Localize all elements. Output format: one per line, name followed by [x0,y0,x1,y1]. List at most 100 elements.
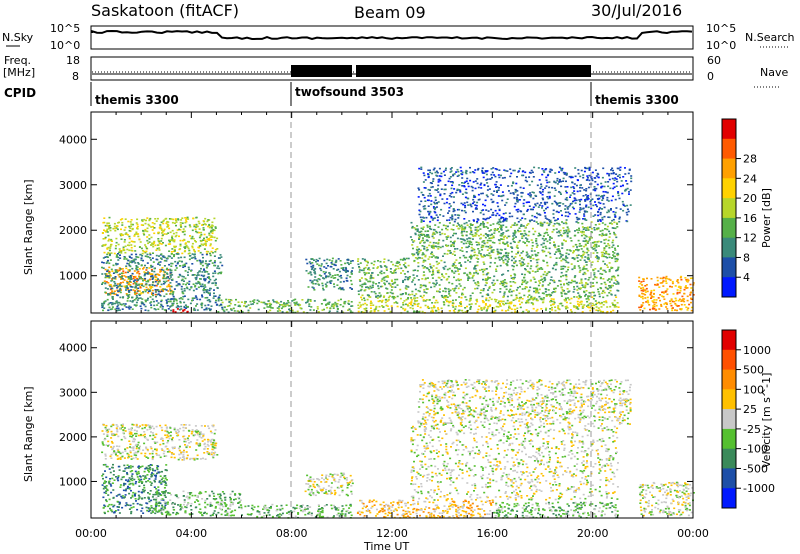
pwr-cell [360,311,363,313]
pwr-cell [156,273,159,275]
pwr-cell [423,233,425,236]
pwr-cell [602,167,605,170]
nsky-trace [91,29,693,41]
pwr-cell [543,212,546,214]
pwr-cell [469,229,472,231]
pwr-cell [519,306,522,309]
pwr-cell [456,214,459,216]
pwr-cell [617,253,620,256]
pwr-cell [475,257,478,259]
pwr-cell [432,237,435,239]
pwr-cell [489,277,492,279]
pwr-cell [469,204,472,206]
pwr-cell [123,241,126,243]
pwr-cell [577,287,580,290]
pwr-cell [432,241,435,244]
pwr-cell [611,195,614,198]
pwr-cell [325,285,328,287]
pwr-cell [399,258,402,261]
pwr-cell [565,307,568,310]
pwr-cell [195,241,197,243]
pwr-cell [580,303,583,305]
pwr-cell [451,181,454,183]
pwr-cell [512,281,515,283]
pwr-cell [422,220,425,222]
freq-tick-top: 18 [66,54,80,67]
pwr-cell [423,248,426,250]
pwr-cell [534,271,537,273]
pwr-cell [463,239,466,242]
freq-label: Freq. [4,54,31,67]
pwr-cell [496,229,499,231]
pwr-cell [483,268,486,271]
pwr-cell [415,293,418,295]
pwr-cell [410,221,413,224]
pwr-cell [206,289,209,291]
pwr-cell [490,168,493,170]
pwr-cell [556,183,559,185]
pwr-cell [568,230,571,233]
pwr-cell [485,273,488,276]
pwr-cell [337,299,340,302]
pwr-cell [433,167,436,170]
pwr-cell [350,283,353,286]
pwr-cell [418,290,421,293]
pwr-cell [330,276,333,279]
pwr-cell [580,248,583,250]
pwr-cell [393,270,396,272]
pwr-cell [125,276,127,278]
pwr-cell [183,306,186,309]
pwr-cell [128,293,131,296]
pwr-cell [514,256,517,258]
pwr-cell [686,309,689,311]
pwr-cell [141,284,143,287]
pwr-cell [289,310,292,312]
pwr-cell [360,304,363,306]
pwr-cell [605,301,608,304]
pwr-cell [595,249,597,252]
pwr-cell [493,229,496,232]
pwr-cell [611,275,614,278]
pwr-cell [449,176,452,178]
pwr-cell [484,279,487,281]
pwr-cell [433,208,436,210]
pwr-cell [120,234,123,236]
pwr-cell [500,232,503,235]
pwr-cell [118,273,121,275]
pwr-cell [521,174,524,177]
pwr-cell [106,228,109,231]
pwr-cell [413,294,416,297]
pwr-cell [147,256,150,258]
pwr-cell [334,264,337,267]
pwr-cell [108,306,111,309]
pwr-cell [469,308,472,310]
pwr-cell [286,311,289,313]
pwr-cell [578,282,581,284]
pwr-cell [592,269,595,272]
pwr-cell [449,216,452,219]
pwr-cell [671,280,674,283]
pwr-cell [569,302,572,304]
pwr-cell [209,287,212,290]
pwr-cell [534,291,537,294]
pwr-cell [422,299,425,301]
pwr-cell [605,234,608,236]
pwr-cell [470,246,473,249]
pwr-cell [101,302,104,305]
pwr-cell [212,297,215,299]
pwr-cell [492,236,495,239]
pwr-cell [537,206,540,208]
pwr-cell [437,188,439,190]
pwr-cell [614,249,617,251]
pwr-cell [328,281,331,283]
pwr-cell [175,267,178,269]
pwr-cell [276,307,279,309]
pwr-cell [500,174,502,177]
pwr-cell [141,249,144,252]
pwr-cell [500,216,503,218]
pwr-cell [562,227,565,229]
pwr-cell [564,231,567,234]
pwr-cell [578,229,581,231]
pwr-cell [430,267,433,269]
pwr-cell [420,166,423,169]
